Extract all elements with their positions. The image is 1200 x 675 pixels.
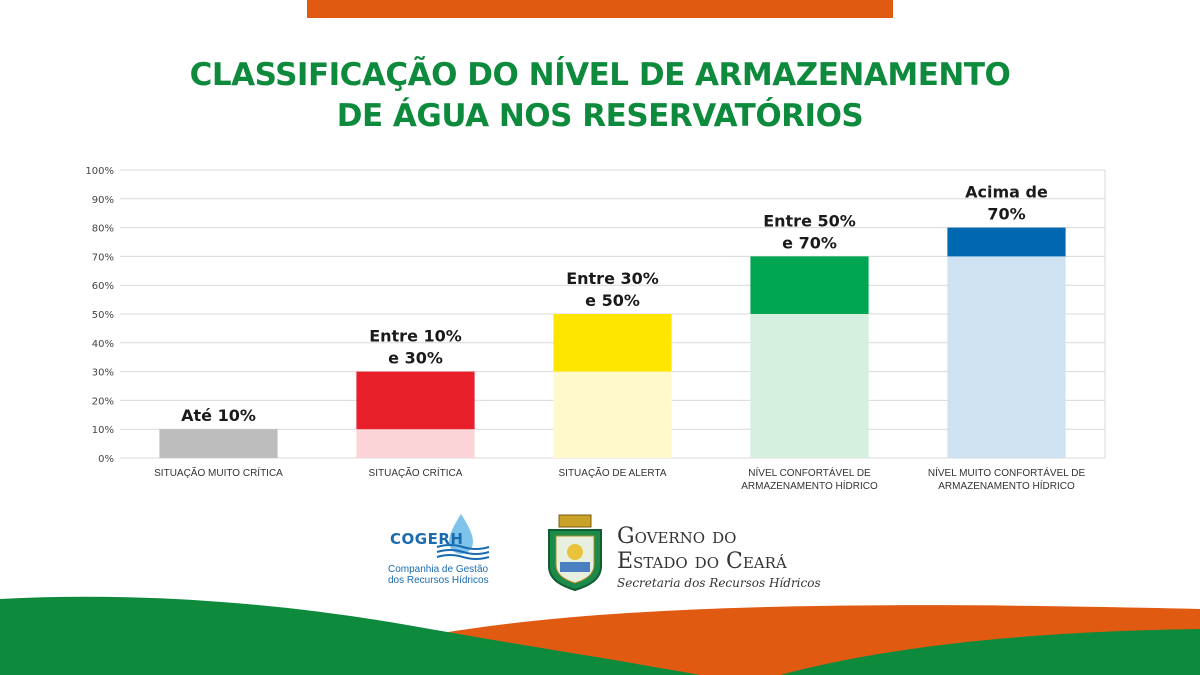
government-title-line-1: Governo do	[617, 524, 737, 549]
y-tick-label: 40%	[92, 339, 114, 350]
government-title-line-2: Estado do Ceará	[617, 549, 787, 574]
government-title: Governo do Estado do Ceará	[617, 524, 787, 574]
logo-graphics	[436, 514, 602, 592]
storage-level-chart: 0% 10% 20% 30% 40% 50% 60% 70% 80% 90% 100% Até 10%…	[85, 166, 1106, 492]
bottom-wave-decoration	[0, 596, 1200, 675]
y-tick-label: 80%	[92, 224, 114, 235]
logos-area: COGERH Companhia de Gestão dos Recursos …	[0, 510, 1200, 600]
y-tick-label: 0%	[98, 454, 114, 465]
y-tick-label: 70%	[92, 252, 114, 263]
title-line-2: DE ÁGUA NOS RESERVATÓRIOS	[336, 98, 864, 134]
y-tick-label: 90%	[92, 195, 114, 206]
category-label: NÍVEL MUITO CONFORTÁVEL DE ARMAZENAMENTO …	[928, 466, 1086, 492]
bar	[947, 227, 1066, 257]
y-tick-label: 20%	[92, 396, 114, 407]
category-label: SITUAÇÃO MUITO CRÍTICA	[154, 466, 283, 479]
cogerh-name: COGERH	[390, 530, 464, 548]
data-label: Entre 10% e 30%	[369, 327, 462, 368]
y-tick-label: 100%	[85, 166, 114, 177]
title-line-1: CLASSIFICAÇÃO DO NÍVEL DE ARMAZENAMENTO	[189, 57, 1011, 93]
data-label: Entre 30% e 50%	[566, 269, 659, 310]
category-label: SITUAÇÃO CRÍTICA	[369, 466, 463, 479]
data-label: Entre 50% e 70%	[763, 211, 856, 252]
y-tick-label: 50%	[92, 310, 114, 321]
y-tick-label: 10%	[92, 425, 114, 436]
bar	[750, 256, 869, 314]
y-tick-label: 60%	[92, 281, 114, 292]
cogerh-subtitle: Companhia de Gestão dos Recursos Hídrico…	[388, 564, 489, 586]
bar	[159, 429, 278, 458]
bar	[553, 314, 672, 372]
bar	[356, 371, 475, 430]
bar-background	[356, 429, 475, 458]
category-label: SITUAÇÃO DE ALERTA	[559, 466, 667, 479]
data-label: Acima de 70%	[965, 183, 1048, 224]
page-title: CLASSIFICAÇÃO DO NÍVEL DE ARMAZENAMENTO …	[0, 55, 1200, 137]
data-label: Até 10%	[181, 406, 256, 425]
bar-background	[750, 314, 869, 458]
water-drop-icon	[436, 514, 490, 560]
bar-background	[553, 371, 672, 458]
government-subtitle: Secretaria dos Recursos Hídricos	[617, 576, 821, 590]
category-label: NÍVEL CONFORTÁVEL DE ARMAZENAMENTO HÍDRIC…	[741, 466, 878, 492]
ceara-coat-of-arms-icon	[548, 514, 602, 592]
top-accent-bar	[307, 0, 893, 18]
y-tick-label: 30%	[92, 368, 114, 379]
bar-background	[947, 256, 1066, 458]
